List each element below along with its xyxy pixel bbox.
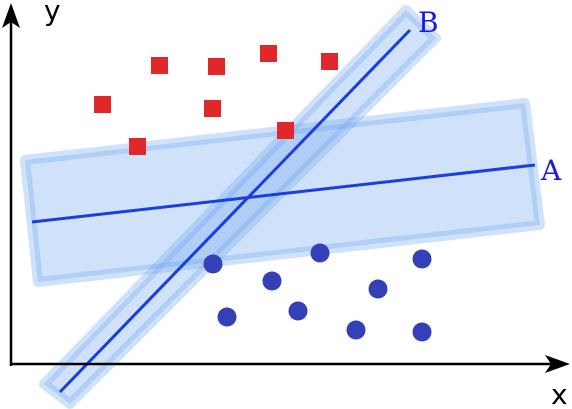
line-a-label: A [540,154,562,187]
square-point [151,57,168,74]
square-point [321,53,338,70]
line-b [58,28,412,394]
circle-point [412,322,432,342]
circle-point [262,271,282,291]
line-b-label: B [418,6,439,39]
axes [2,3,570,373]
y-arrow [2,3,20,28]
circle-point [288,301,308,321]
class-circles [203,243,432,342]
square-point [94,96,111,113]
class-squares [94,45,338,155]
x-axis-label: x [551,378,568,409]
line-a [31,163,536,224]
circle-point [203,254,223,274]
square-point [204,100,221,117]
margin-bands [20,5,545,409]
y-axis-label: y [44,0,61,27]
circle-point [310,243,330,263]
square-point [208,58,225,75]
square-point [260,45,277,62]
square-point [277,122,294,139]
circle-point [346,320,366,340]
square-point [129,138,146,155]
circle-point [217,307,237,327]
x-arrow [545,355,570,373]
circle-point [412,249,432,269]
circle-point [368,279,388,299]
